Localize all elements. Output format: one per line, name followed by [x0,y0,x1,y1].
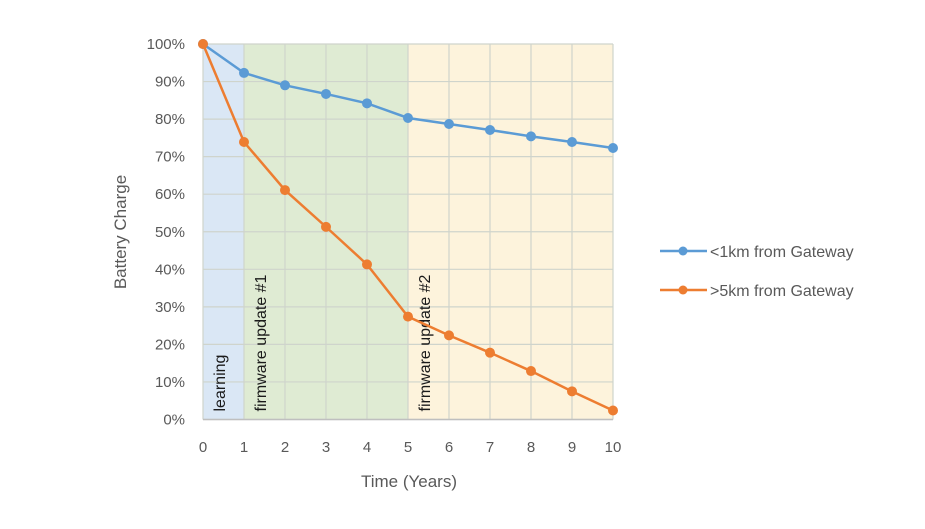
y-tick-label: 50% [155,224,185,241]
data-point [280,185,290,196]
y-tick-label: 10% [155,374,185,391]
data-point [444,118,454,129]
data-point [321,88,331,99]
legend-marker [678,285,688,295]
data-point [485,347,495,358]
x-tick-label: 5 [404,439,412,456]
data-point [198,39,208,49]
data-point [321,221,331,232]
x-tick-label: 9 [568,439,576,456]
data-point [403,112,413,123]
y-axis-label: Battery Charge [111,175,130,289]
data-point [239,67,249,78]
y-tick-label: 40% [155,261,185,278]
x-tick-label: 8 [527,439,535,456]
data-point [567,386,577,397]
phase-label: firmware update #1 [253,274,270,411]
data-point [280,80,290,91]
data-point [362,98,372,109]
y-tick-label: 70% [155,149,185,166]
y-tick-label: 0% [163,412,185,429]
x-tick-label: 0 [199,439,207,456]
y-tick-label: 60% [155,186,185,203]
y-tick-label: 90% [155,74,185,91]
data-point [608,405,618,416]
data-point [239,137,249,148]
y-tick-label: 20% [155,336,185,353]
data-point [526,366,536,377]
x-axis-label: Time (Years) [361,472,457,491]
phase-label: learning [212,355,229,412]
x-tick-label: 3 [322,439,330,456]
legend-label: <1km from Gateway [710,244,854,261]
data-point [485,124,495,135]
y-tick-label: 80% [155,111,185,128]
x-tick-label: 2 [281,439,289,456]
legend-marker [678,246,688,256]
y-tick-label: 30% [155,299,185,316]
x-tick-label: 6 [445,439,453,456]
data-point [403,311,413,322]
x-tick-label: 7 [486,439,494,456]
phase-label: firmware update #2 [417,274,434,411]
data-point [362,259,372,270]
data-point [567,137,577,148]
data-point [444,330,454,341]
x-tick-label: 4 [363,439,371,456]
y-tick-label: 100% [147,36,185,53]
data-point [608,143,618,154]
data-point [526,131,536,142]
x-tick-label: 10 [605,439,622,456]
x-tick-label: 1 [240,439,248,456]
legend-label: >5km from Gateway [710,283,854,300]
